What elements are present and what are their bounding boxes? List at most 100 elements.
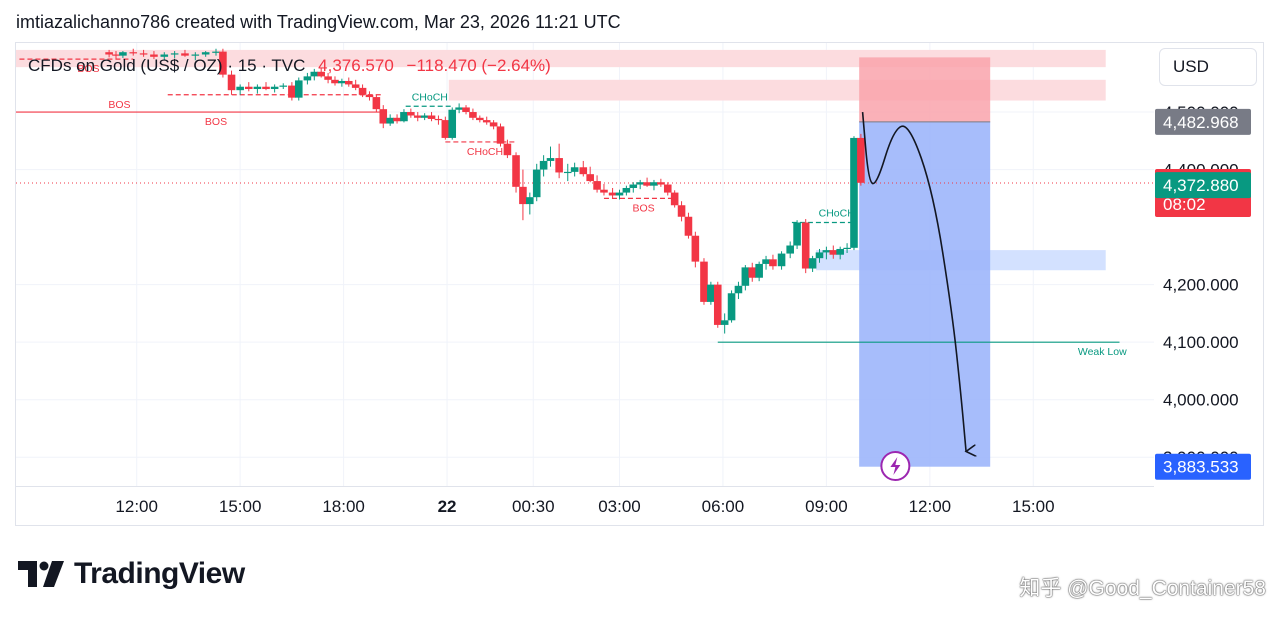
candle-body[interactable] [448, 109, 457, 138]
candle-body[interactable] [857, 137, 865, 183]
candle-body[interactable] [476, 117, 484, 121]
candle-body[interactable] [657, 182, 665, 185]
candle-body[interactable] [331, 79, 339, 84]
candle-body[interactable] [303, 76, 312, 81]
candle-body[interactable] [441, 120, 450, 138]
candle-body[interactable] [253, 86, 262, 90]
candle-body[interactable] [713, 284, 722, 325]
candle-body[interactable] [546, 158, 555, 161]
candle-body[interactable] [288, 85, 296, 98]
candle-body[interactable] [365, 94, 374, 98]
candle-body[interactable] [843, 247, 851, 250]
candle-body[interactable] [777, 253, 786, 267]
candle-body[interactable] [358, 87, 367, 95]
zone-box[interactable] [16, 49, 1106, 68]
candle-body[interactable] [850, 137, 858, 248]
candle-body[interactable] [351, 84, 360, 88]
candle-body[interactable] [236, 86, 244, 91]
projection-arrow[interactable] [861, 111, 966, 451]
candle-body[interactable] [427, 115, 436, 119]
candle-body[interactable] [586, 174, 594, 182]
candle-body[interactable] [407, 112, 415, 116]
candle-body[interactable] [279, 85, 288, 87]
candle-body[interactable] [324, 76, 332, 80]
candle-body[interactable] [462, 107, 470, 113]
candle-body[interactable] [600, 189, 608, 193]
candle-body[interactable] [801, 222, 810, 269]
candle-body[interactable] [512, 155, 520, 187]
candle-body[interactable] [608, 192, 617, 196]
candle-body[interactable] [786, 245, 794, 254]
candle-body[interactable] [212, 51, 220, 53]
take-profit-zone[interactable] [859, 121, 991, 467]
candle-body[interactable] [593, 181, 601, 190]
candle-body[interactable] [755, 263, 763, 278]
candle-body[interactable] [219, 51, 227, 75]
candle-body[interactable] [622, 187, 631, 193]
candle-body[interactable] [496, 126, 505, 144]
candle-body[interactable] [294, 80, 303, 98]
candle-body[interactable] [105, 52, 113, 55]
candle-body[interactable] [707, 284, 715, 302]
candle-body[interactable] [570, 167, 579, 172]
candle-body[interactable] [317, 71, 325, 77]
candle-body[interactable] [677, 205, 686, 217]
price-label[interactable] [1155, 453, 1251, 480]
candle-body[interactable] [400, 112, 408, 122]
candle-body[interactable] [503, 143, 512, 156]
candle-body[interactable] [372, 97, 381, 110]
candle-body[interactable] [539, 160, 548, 170]
candle-body[interactable] [519, 186, 527, 205]
candle-body[interactable] [829, 250, 838, 255]
candle-body[interactable] [526, 197, 534, 205]
candle-body[interactable] [629, 184, 638, 188]
candle-body[interactable] [815, 252, 824, 259]
candle-body[interactable] [201, 52, 210, 55]
candle-body[interactable] [643, 182, 651, 186]
candle-body[interactable] [741, 267, 750, 286]
currency-selector[interactable]: USD [1159, 48, 1257, 86]
symbol-legend[interactable]: CFDs on Gold (US$ / OZ) · 15 · TVC 4,376… [28, 56, 551, 76]
symbol-title[interactable]: CFDs on Gold (US$ / OZ) · 15 · TVC [28, 56, 306, 75]
candle-body[interactable] [555, 158, 563, 173]
candle-body[interactable] [670, 192, 679, 206]
candle-body[interactable] [139, 53, 148, 55]
candle-body[interactable] [762, 259, 770, 264]
price-label[interactable] [1155, 108, 1251, 135]
candle-body[interactable] [150, 54, 158, 57]
candle-body[interactable] [170, 53, 179, 55]
candle-body[interactable] [386, 117, 394, 124]
candle-body[interactable] [227, 74, 236, 91]
candle-body[interactable] [720, 320, 729, 325]
candle-body[interactable] [663, 184, 672, 193]
plot-area[interactable]: BOS BOS BOS CHoCH CHoCH BOS CHoCH Weak Low [16, 43, 1154, 486]
candle-body[interactable] [181, 53, 189, 56]
candle-body[interactable] [793, 222, 801, 246]
candle-body[interactable] [112, 54, 120, 56]
candle-body[interactable] [262, 86, 270, 90]
candle-body[interactable] [469, 112, 477, 118]
candle-body[interactable] [119, 52, 127, 56]
candle-body[interactable] [455, 107, 463, 110]
candle-body[interactable] [310, 71, 319, 77]
candle-body[interactable] [727, 293, 736, 321]
candle-body[interactable] [691, 235, 700, 262]
candle-body[interactable] [420, 115, 429, 118]
candle-body[interactable] [734, 285, 743, 294]
candle-body[interactable] [650, 182, 658, 186]
candle-body[interactable] [413, 115, 422, 118]
candle-body[interactable] [563, 171, 572, 174]
candle-body[interactable] [160, 54, 169, 57]
candle-body[interactable] [769, 259, 777, 267]
candle-body[interactable] [338, 80, 346, 84]
candle-body[interactable] [344, 80, 353, 85]
candle-body[interactable] [270, 86, 279, 90]
candle-body[interactable] [244, 86, 253, 90]
candle-body[interactable] [191, 54, 200, 56]
stop-loss-zone[interactable] [859, 57, 991, 122]
candle-body[interactable] [615, 192, 624, 196]
candle-body[interactable] [482, 120, 491, 123]
candle-body[interactable] [434, 118, 443, 121]
zone-box[interactable] [448, 79, 1106, 101]
price-chart[interactable]: BOS BOS BOS CHoCH CHoCH BOS CHoCH Weak Low 4,000… [16, 43, 1265, 527]
